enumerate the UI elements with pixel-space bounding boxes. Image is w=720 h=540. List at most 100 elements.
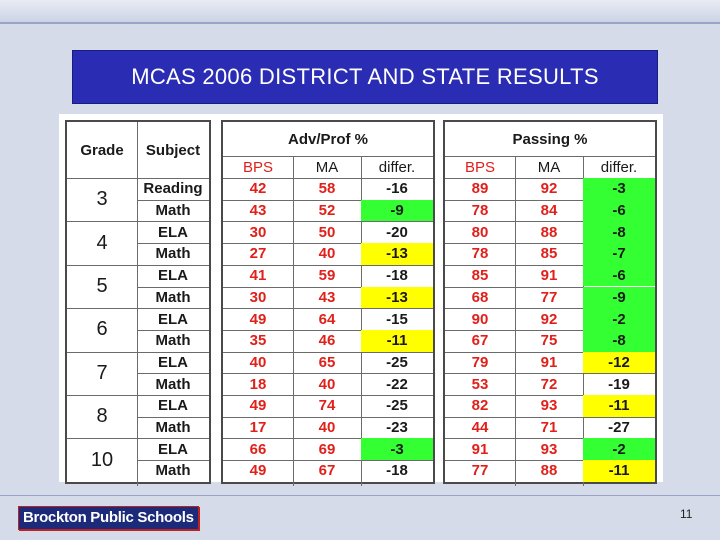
adv-prof-value-cell: 43 xyxy=(318,288,336,306)
header-grade: Grade xyxy=(80,141,124,159)
passing-value-cell: 53 xyxy=(471,375,489,393)
passing-value-cell: 77 xyxy=(540,288,558,306)
passing-value-cell: 91 xyxy=(540,353,558,371)
passing-block: Passing % BPS MA differ. 89 92 -3 78 84 -6 80 88 -8 7… xyxy=(443,120,657,486)
grid-line xyxy=(137,329,209,331)
subject-cell: ELA xyxy=(158,440,188,458)
grid-line xyxy=(445,178,655,179)
grid-line xyxy=(223,460,433,462)
passing-value-cell: 72 xyxy=(540,375,558,393)
passing-value-cell: 91 xyxy=(540,267,558,285)
grid-line xyxy=(137,286,209,288)
subject-cell: ELA xyxy=(158,310,188,328)
adv-prof-value-cell: 49 xyxy=(249,462,267,480)
adv-prof-value-cell: 65 xyxy=(318,353,336,371)
grid-line xyxy=(445,438,655,440)
passing-value-cell: -6 xyxy=(583,199,655,222)
passing-value-cell: 77 xyxy=(471,462,489,480)
adv-prof-value-cell: -15 xyxy=(386,310,408,328)
passing-value-cell: 75 xyxy=(540,332,558,350)
subject-cell: Math xyxy=(155,419,191,437)
district-logo: Brockton Public Schools xyxy=(18,506,199,530)
adv-prof-value-cell: -9 xyxy=(361,199,433,222)
adv-prof-value-cell: -18 xyxy=(386,267,408,285)
grid-line xyxy=(445,395,655,396)
grid-line xyxy=(223,156,433,157)
adv-prof-value-cell: 30 xyxy=(249,288,267,306)
adv-prof-subheader: BPS xyxy=(242,158,273,176)
subject-cell: ELA xyxy=(158,267,188,285)
passing-value-cell: -8 xyxy=(583,329,655,352)
adv-prof-value-cell: 58 xyxy=(318,180,336,198)
grid-line xyxy=(445,351,655,353)
passing-value-cell: -11 xyxy=(583,395,655,417)
passing-value-cell: -8 xyxy=(583,221,655,244)
adv-prof-value-cell: 27 xyxy=(249,245,267,263)
grid-line xyxy=(137,308,209,310)
grid-line xyxy=(445,243,655,245)
results-table: Grade Subject 3 4 5 6 7 8 10 Reading Math ELA Math EL… xyxy=(59,114,663,486)
adv-prof-value-cell: -13 xyxy=(361,243,433,265)
subject-cell: Math xyxy=(155,288,191,306)
grid-line xyxy=(445,460,655,462)
grid-line xyxy=(137,122,138,486)
grade-cell: 4 xyxy=(96,231,108,254)
passing-value-cell: 78 xyxy=(471,202,489,220)
header-subject: Subject xyxy=(145,141,201,159)
adv-prof-value-cell: 17 xyxy=(249,419,267,437)
grade-cell: 10 xyxy=(90,448,114,471)
passing-value-cell: 93 xyxy=(540,397,558,415)
adv-prof-value-cell: 30 xyxy=(249,223,267,241)
passing-value-cell: 92 xyxy=(540,180,558,198)
passing-value-cell: 68 xyxy=(471,288,489,306)
adv-prof-value-cell: 49 xyxy=(249,397,267,415)
grid-line xyxy=(445,199,655,201)
passing-value-cell: -11 xyxy=(583,460,655,482)
grid-line xyxy=(223,416,433,418)
adv-prof-value-cell: 64 xyxy=(318,310,336,328)
subject-cell: Math xyxy=(155,332,191,350)
adv-prof-value-cell: 59 xyxy=(318,267,336,285)
adv-prof-value-cell: 67 xyxy=(318,462,336,480)
title-box: MCAS 2006 DISTRICT AND STATE RESULTS xyxy=(72,50,658,104)
passing-value-cell: 90 xyxy=(471,310,489,328)
grid-line xyxy=(137,373,209,375)
passing-value-cell: 78 xyxy=(471,245,489,263)
passing-value-cell: 85 xyxy=(471,267,489,285)
subject-cell: Math xyxy=(155,202,191,220)
passing-value-cell: 85 xyxy=(540,245,558,263)
passing-subheader: MA xyxy=(537,158,561,176)
adv-prof-value-cell: -25 xyxy=(386,397,408,415)
passing-value-cell: 93 xyxy=(540,440,558,458)
grid-line xyxy=(223,438,433,440)
grid-line xyxy=(445,416,655,418)
grade-cell: 5 xyxy=(96,274,108,297)
subject-cell: Reading xyxy=(143,180,203,198)
grid-line xyxy=(515,156,516,486)
grid-line xyxy=(293,156,294,486)
grid-line xyxy=(445,308,655,310)
adv-prof-value-cell: 43 xyxy=(249,202,267,220)
passing-header: Passing % xyxy=(512,130,588,148)
adv-prof-value-cell: -20 xyxy=(386,223,408,241)
passing-value-cell: 67 xyxy=(471,332,489,350)
passing-value-cell: 79 xyxy=(471,353,489,371)
passing-value-cell: -2 xyxy=(583,308,655,330)
grid-line xyxy=(137,351,209,353)
passing-value-cell: 88 xyxy=(540,223,558,241)
passing-subheader: differ. xyxy=(600,158,638,176)
passing-value-cell: -27 xyxy=(608,419,630,437)
grid-line xyxy=(223,178,433,179)
adv-prof-value-cell: 52 xyxy=(318,202,336,220)
subject-cell: ELA xyxy=(158,397,188,415)
adv-prof-value-cell: 35 xyxy=(249,332,267,350)
grid-line xyxy=(445,264,655,266)
adv-prof-value-cell: 66 xyxy=(249,440,267,458)
grid-line xyxy=(223,199,433,201)
grid-line xyxy=(223,308,433,310)
adv-prof-value-cell: 40 xyxy=(318,245,336,263)
grid-line xyxy=(223,395,433,396)
grid-line xyxy=(223,329,433,331)
adv-prof-value-cell: -25 xyxy=(386,353,408,371)
grid-line xyxy=(223,373,433,375)
